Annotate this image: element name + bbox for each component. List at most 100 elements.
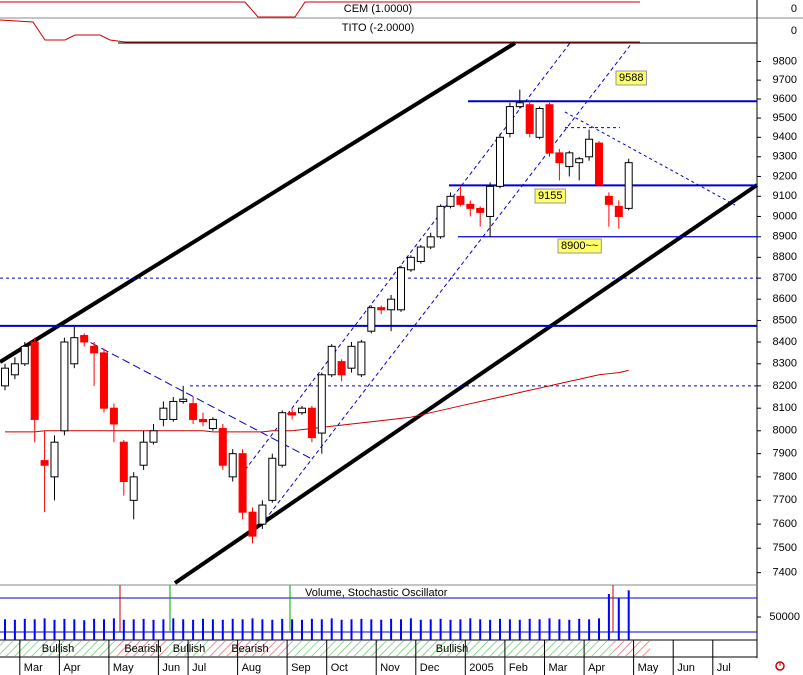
- y-tick-label: 8300: [773, 358, 797, 370]
- x-tick-label: Jul: [192, 662, 206, 674]
- y-tick-label: 7400: [773, 567, 797, 579]
- candle-body: [585, 138, 594, 158]
- y-tick-label: 9100: [773, 190, 797, 202]
- volume-tick-label: 50000: [769, 611, 800, 623]
- y-tick-label: 7600: [773, 518, 797, 530]
- candle-body: [525, 104, 534, 134]
- clock-icon: [775, 661, 785, 671]
- candle-body: [496, 136, 504, 187]
- candle-body: [218, 428, 227, 466]
- candle-body: [595, 142, 603, 185]
- candle-body: [10, 363, 19, 376]
- x-tick-label: Sep: [291, 662, 311, 674]
- y-tick-label: 9200: [773, 170, 797, 182]
- candle-body: [20, 345, 29, 365]
- y-tick-label: 9600: [773, 93, 797, 105]
- level-label: 9588: [619, 72, 643, 84]
- candle-body: [199, 418, 207, 423]
- y-tick-label: 8400: [773, 336, 797, 348]
- candle-body: [159, 407, 168, 420]
- candle-body: [288, 412, 297, 416]
- level-label: 9155: [538, 190, 562, 202]
- candle-body: [119, 441, 128, 483]
- candle-body: [149, 430, 158, 443]
- candle-body: [1, 367, 9, 387]
- x-tick-label: 2005: [469, 662, 493, 674]
- x-tick-label: Jun: [162, 662, 180, 674]
- y-tick-label: 8500: [773, 314, 797, 326]
- regime-label: Bullish: [173, 643, 205, 655]
- level-label-box: [557, 238, 602, 254]
- candle-body: [466, 203, 475, 209]
- candle-body: [614, 205, 623, 217]
- candle-body: [545, 104, 554, 154]
- panel-label: Volume, Stochastic Oscillator: [305, 587, 448, 599]
- y-tick-label: 8000: [773, 425, 797, 437]
- candle-body: [377, 307, 386, 311]
- indicator-tick-label: 0: [791, 25, 797, 37]
- x-tick-label: Jun: [677, 662, 695, 674]
- y-tick-label: 9800: [773, 55, 797, 67]
- candle-body: [238, 453, 247, 513]
- candle-body: [70, 337, 79, 365]
- candle-body: [426, 236, 435, 248]
- y-tick-label: 8600: [773, 293, 797, 305]
- candle-body: [624, 162, 633, 209]
- y-tick-label: 9500: [773, 112, 797, 124]
- x-tick-label: Apr: [63, 662, 80, 674]
- candle-body: [505, 106, 514, 134]
- x-tick-label: Mar: [24, 662, 43, 674]
- y-tick-label: 7900: [773, 448, 797, 460]
- regime-label: Bearish: [124, 643, 161, 655]
- candle-body: [139, 441, 148, 466]
- x-tick-label: Feb: [509, 662, 528, 674]
- candle-body: [565, 152, 574, 168]
- x-tick-label: Jul: [717, 662, 731, 674]
- cem-line: [0, 1, 640, 18]
- candle-body: [208, 418, 217, 430]
- regime-label: Bearish: [231, 643, 268, 655]
- x-tick-label: May: [638, 662, 659, 674]
- candle-body: [169, 400, 178, 420]
- x-tick-label: Mar: [549, 662, 568, 674]
- y-tick-label: 7800: [773, 471, 797, 483]
- candle-body: [100, 352, 108, 409]
- candle-body: [317, 374, 326, 434]
- candle-body: [416, 246, 425, 262]
- y-tick-label: 8700: [773, 272, 797, 284]
- y-tick-label: 9300: [773, 151, 797, 163]
- candle-body: [555, 152, 564, 164]
- candle-body: [575, 158, 584, 164]
- y-tick-label: 9400: [773, 131, 797, 143]
- candle-body: [278, 412, 287, 466]
- moving-average: [5, 369, 629, 433]
- regime-label: Bullish: [436, 643, 468, 655]
- candle-body: [486, 185, 495, 217]
- candle-body: [604, 195, 613, 205]
- y-tick-label: 7500: [773, 542, 797, 554]
- x-tick-label: Nov: [380, 662, 400, 674]
- panel-label: TITO (-2.0000): [342, 22, 415, 34]
- candle-body: [387, 298, 396, 311]
- y-tick-label: 8200: [773, 380, 797, 392]
- candle-body: [406, 256, 415, 271]
- candle-body: [397, 267, 405, 311]
- tito-line: [0, 19, 640, 43]
- regime-label: Bullish: [42, 643, 74, 655]
- candle-body: [228, 453, 237, 478]
- y-tick-label: 8800: [773, 251, 797, 263]
- candle-body: [30, 341, 39, 420]
- candle-body: [248, 511, 257, 537]
- x-tick-label: Oct: [331, 662, 348, 674]
- candle-body: [50, 441, 59, 478]
- candle-body: [436, 205, 445, 238]
- y-tick-label: 7700: [773, 494, 797, 506]
- candle-body: [446, 195, 455, 207]
- candle-body: [189, 403, 198, 420]
- level-label: 8900~~: [561, 240, 598, 252]
- candle-body: [367, 307, 376, 332]
- level-label-box: [534, 188, 566, 204]
- regime-strip: [0, 641, 650, 656]
- candle-body: [347, 345, 356, 369]
